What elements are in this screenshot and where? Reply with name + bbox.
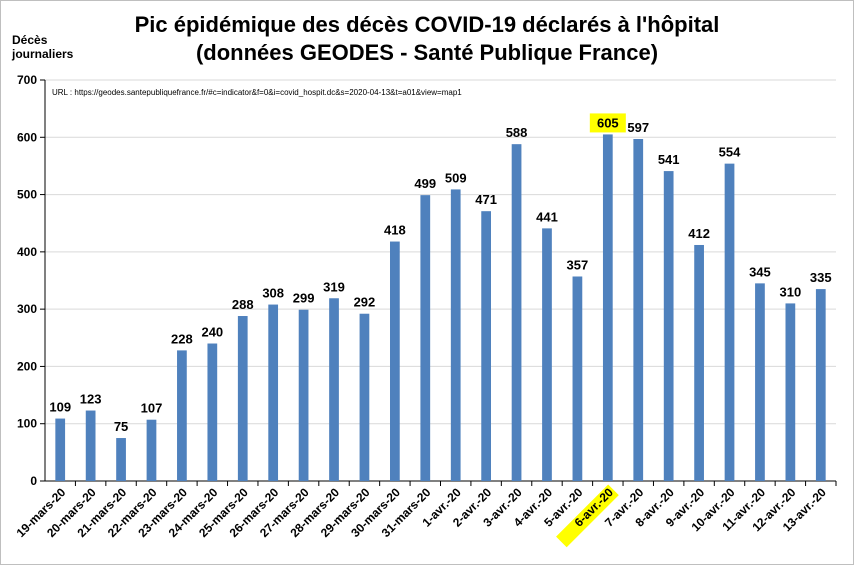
y-axis-label: Décès journaliers [12, 33, 82, 61]
bar [755, 283, 765, 481]
value-label: 123 [80, 392, 102, 407]
value-label: 597 [627, 120, 649, 135]
value-label: 441 [536, 209, 558, 224]
value-label: 75 [114, 419, 128, 434]
y-tick-label: 500 [17, 188, 37, 202]
value-label: 109 [49, 400, 71, 415]
bar [815, 289, 826, 481]
bar [146, 419, 157, 481]
y-tick-label: 100 [17, 417, 37, 431]
category-label-highlight [556, 484, 619, 548]
value-label: 541 [658, 152, 680, 167]
bar [572, 276, 583, 481]
bar [450, 189, 461, 481]
value-label: 554 [719, 145, 741, 160]
bar [298, 309, 309, 481]
bar [724, 163, 735, 481]
y-tick-label: 600 [17, 130, 37, 144]
bar [633, 139, 644, 482]
chart-title-line1: Pic épidémique des décès COVID-19 déclar… [134, 12, 720, 37]
bar [511, 144, 522, 481]
value-label: 308 [262, 286, 284, 301]
value-label: 299 [293, 291, 315, 306]
value-label: 319 [323, 279, 345, 294]
y-axis-label-line2: journaliers [12, 47, 74, 61]
value-label: 418 [384, 223, 406, 238]
value-label: 345 [749, 264, 771, 279]
bar [268, 304, 279, 481]
bar [329, 298, 339, 481]
bar [663, 171, 674, 481]
bar [237, 316, 248, 481]
y-tick-label: 700 [17, 73, 37, 87]
value-label: 107 [141, 401, 163, 416]
value-label: 471 [475, 192, 497, 207]
value-label: 412 [688, 226, 710, 241]
value-label: 240 [201, 325, 223, 340]
value-label: 228 [171, 331, 193, 346]
y-tick-label: 0 [30, 474, 37, 488]
bar [85, 410, 96, 481]
bar [116, 438, 126, 481]
bar [207, 343, 218, 481]
bar [359, 313, 370, 481]
value-label: 605 [597, 115, 619, 130]
value-label: 292 [354, 295, 376, 310]
y-axis-label-line1: Décès [12, 33, 48, 47]
bar [694, 244, 704, 481]
y-tick-label: 200 [17, 359, 37, 373]
bar [785, 303, 796, 481]
bar [389, 241, 400, 481]
y-tick-label: 300 [17, 302, 37, 316]
source-url-note: URL : https://geodes.santepubliquefrance… [52, 88, 462, 97]
value-label: 509 [445, 170, 467, 185]
value-label: 499 [414, 176, 436, 191]
y-tick-label: 400 [17, 245, 37, 259]
bar [177, 350, 187, 481]
bar [55, 418, 66, 481]
bar [420, 195, 431, 481]
value-label: 310 [780, 284, 802, 299]
bar [602, 134, 613, 481]
chart-title-line2: (données GEODES - Santé Publique France) [195, 40, 659, 65]
value-label: 357 [567, 257, 589, 272]
value-label: 588 [506, 125, 528, 140]
bar [542, 228, 552, 481]
bar [481, 211, 492, 482]
value-label: 288 [232, 297, 254, 312]
value-label-highlight [589, 113, 626, 133]
value-label: 335 [810, 270, 832, 285]
